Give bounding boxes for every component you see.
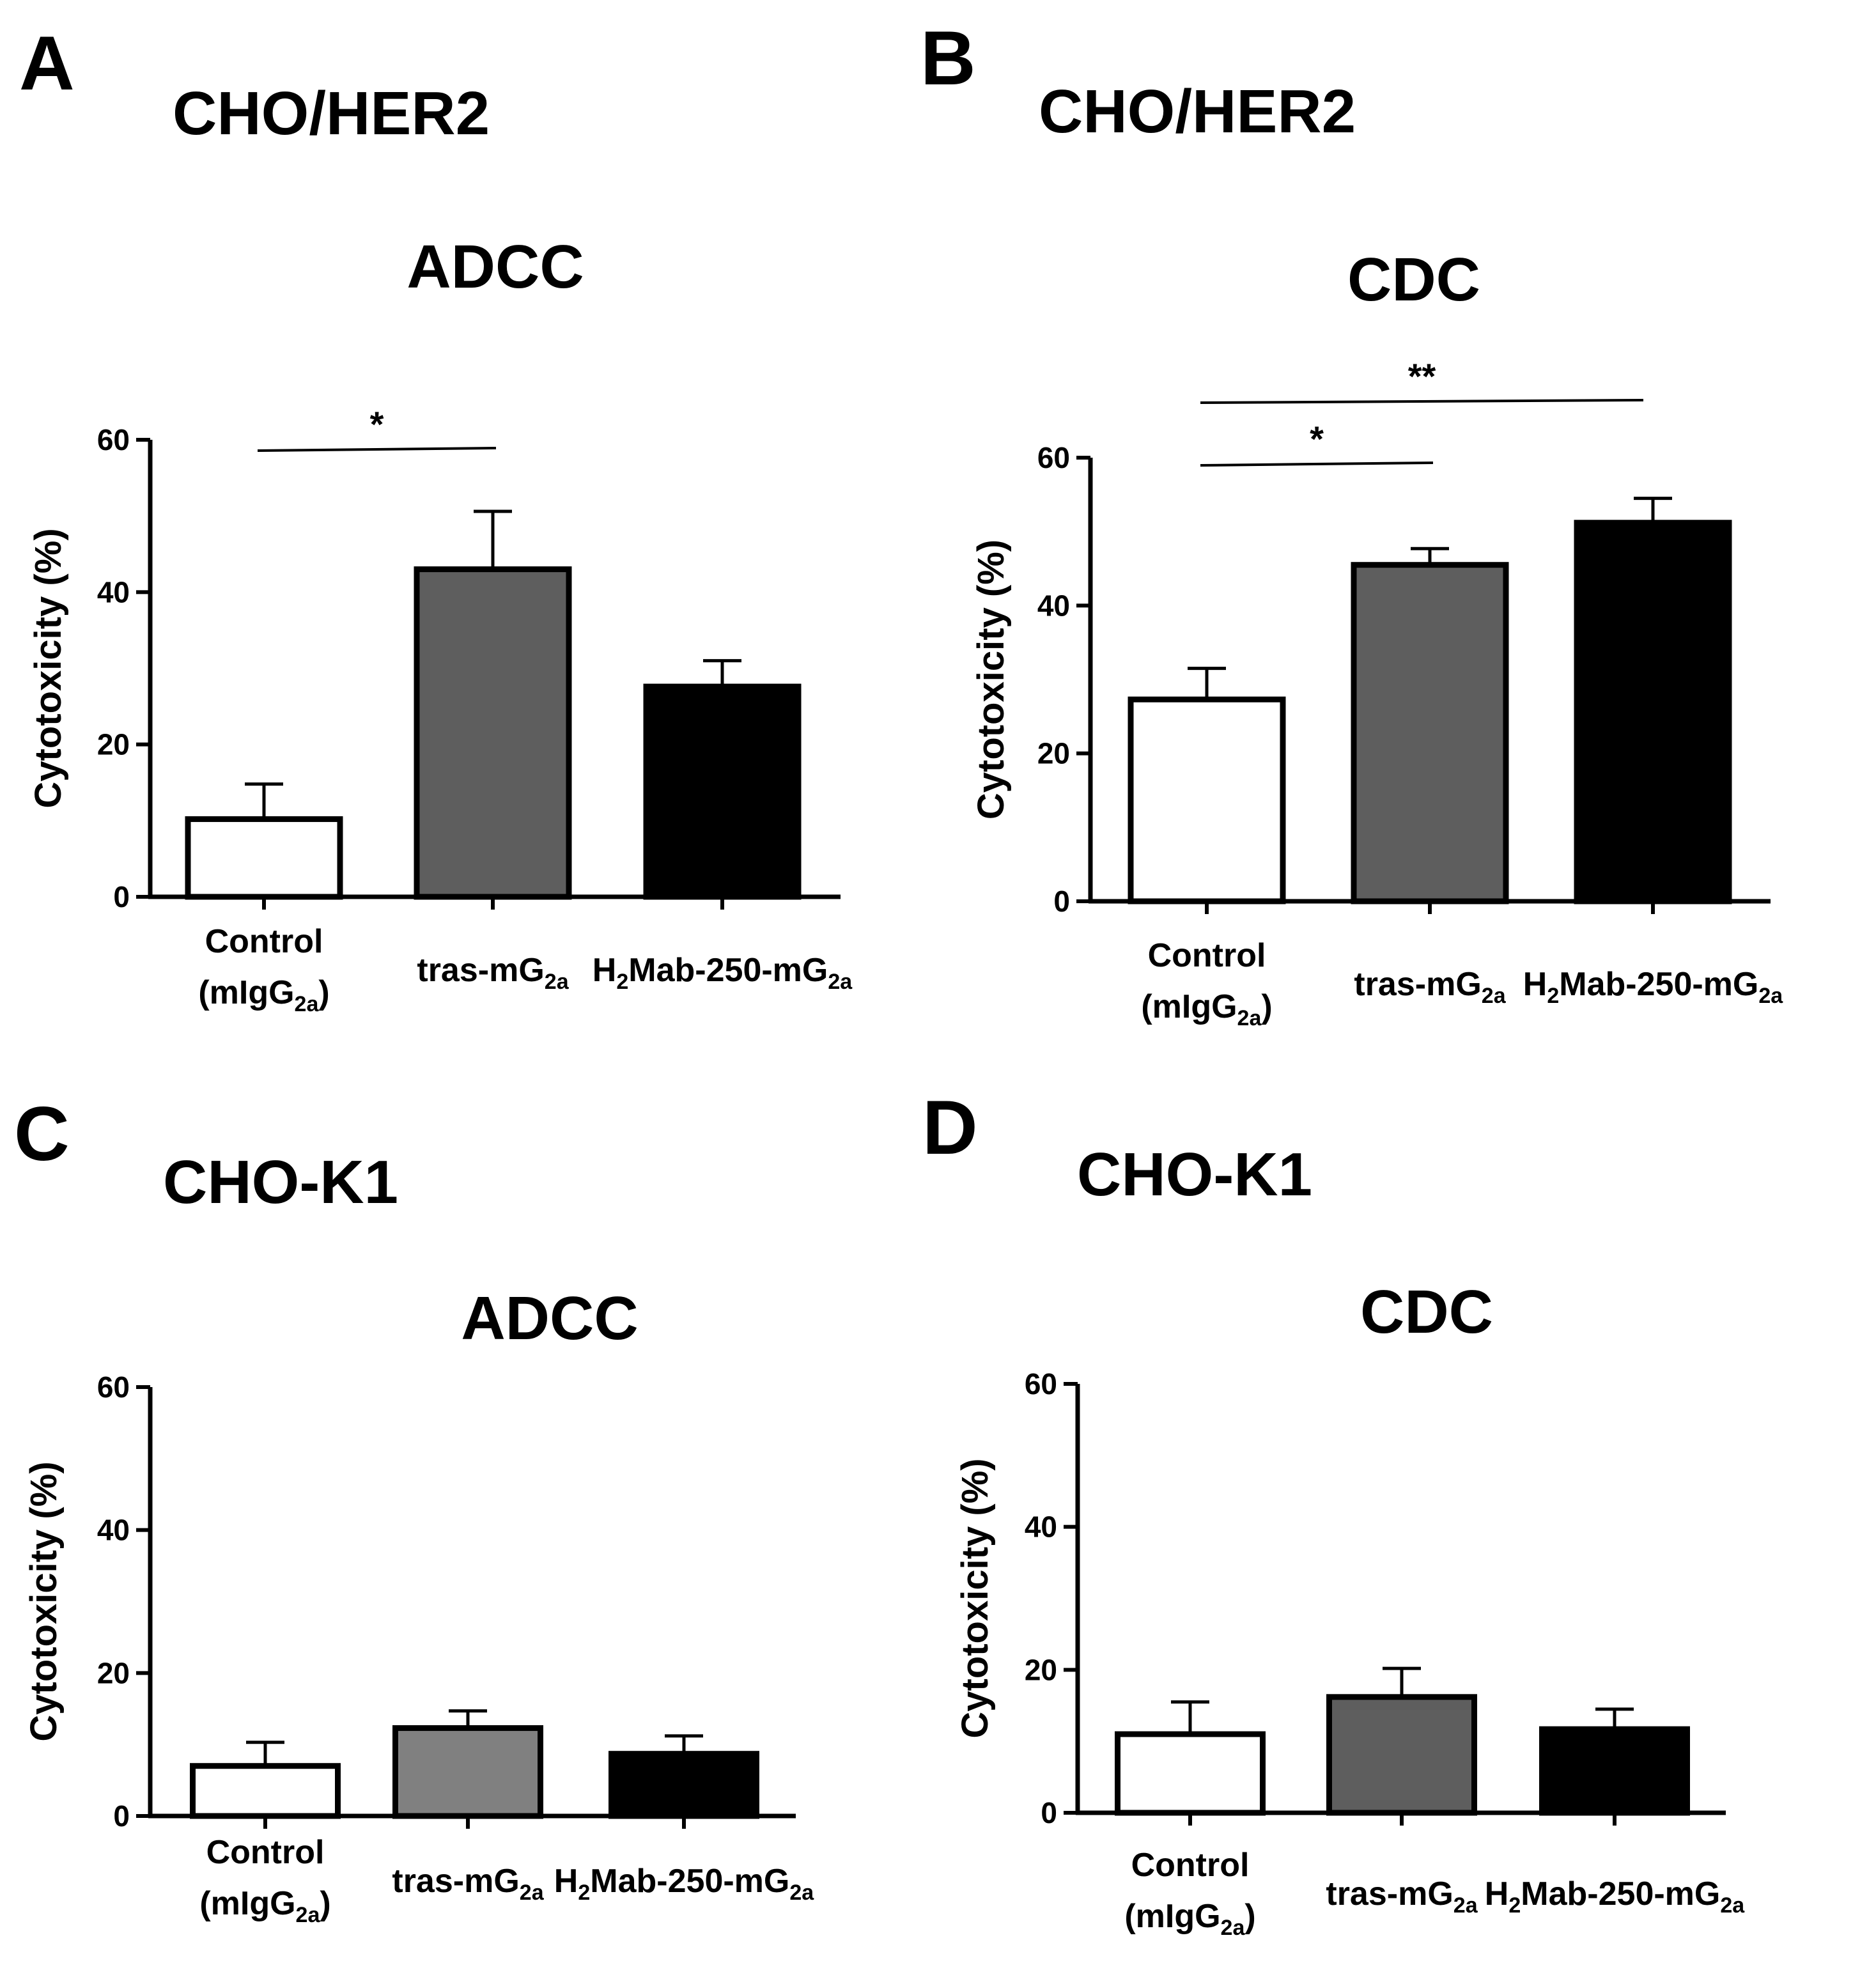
y-tick-label: 60: [1037, 441, 1070, 474]
cell-line-label: CHO/HER2: [173, 79, 490, 148]
x-category-label: Control: [205, 923, 323, 960]
x-category-label: (mIgG2a): [199, 1885, 330, 1927]
bar: [392, 1725, 543, 1819]
y-tick-label: 40: [97, 1514, 130, 1547]
bar: [1326, 1694, 1477, 1816]
panel-letter: C: [14, 1091, 70, 1177]
panel-letter: A: [19, 20, 75, 106]
y-tick-label: 20: [1025, 1653, 1057, 1686]
x-category-label: tras-mG2a: [392, 1863, 544, 1905]
y-axis-label: Cytotoxicity (%): [23, 1461, 65, 1741]
y-tick-label: 20: [97, 1656, 130, 1689]
x-category-label: tras-mG2a: [1326, 1875, 1478, 1918]
chart-title: CDC: [1347, 245, 1480, 314]
panel-letter: B: [920, 15, 976, 101]
bar: [414, 566, 572, 900]
x-category-label: tras-mG2a: [1354, 966, 1506, 1008]
x-category-label: (mIgG2a): [1141, 988, 1272, 1030]
bar: [1128, 696, 1286, 904]
bar: [190, 1763, 341, 1819]
y-axis-label: Cytotoxicity (%): [27, 528, 69, 808]
x-category-label: Control: [1148, 937, 1266, 974]
y-tick-label: 0: [113, 880, 130, 913]
y-tick-label: 40: [1025, 1510, 1057, 1544]
significance-marker: **: [1408, 356, 1436, 396]
y-tick-label: 60: [97, 423, 130, 456]
chart-panel-b: B CHO/HER2 CDC 0 20 40 60 Cytotoxicity (%) Contr…: [920, 15, 1783, 1030]
x-category-label: Control: [206, 1834, 325, 1871]
x-category-label: H2Mab-250-mG2a: [1485, 1875, 1745, 1918]
chart-title: ADCC: [461, 1284, 638, 1353]
y-tick-label: 20: [97, 728, 130, 761]
significance-marker: *: [1310, 419, 1324, 459]
cell-line-label: CHO/HER2: [1039, 77, 1356, 146]
significance-marker: *: [370, 404, 384, 444]
significance-line: [1200, 399, 1644, 404]
y-tick-label: 0: [1041, 1796, 1057, 1829]
y-tick-label: 40: [97, 575, 130, 609]
y-tick-label: 60: [1025, 1367, 1057, 1400]
bar: [609, 1751, 759, 1819]
chart-panel-a: A CHO/HER2 ADCC 0 20 40 60 Cytotoxicity (%) Cont…: [19, 20, 853, 1016]
y-tick-label: 60: [97, 1370, 130, 1404]
x-category-label: Control: [1131, 1847, 1250, 1884]
y-axis-label: Cytotoxicity (%): [970, 539, 1012, 819]
chart-title: ADCC: [407, 233, 584, 301]
significance-line: [1200, 462, 1434, 467]
chart-title: CDC: [1360, 1278, 1493, 1346]
x-category-label: H2Mab-250-mG2a: [1523, 966, 1783, 1008]
x-category-label: (mIgG2a): [1124, 1898, 1255, 1940]
chart-panel-c: C CHO-K1 ADCC 0 20 40 60 Cytotoxicity (%) Contro…: [14, 1091, 814, 1927]
x-category-label: (mIgG2a): [198, 974, 329, 1016]
y-tick-label: 0: [113, 1799, 130, 1833]
x-category-label: tras-mG2a: [417, 952, 569, 994]
bar: [1574, 520, 1732, 904]
bar: [1115, 1731, 1266, 1816]
panel-letter: D: [922, 1085, 978, 1170]
cell-line-label: CHO-K1: [163, 1148, 398, 1216]
significance-line: [257, 447, 497, 452]
bar: [1539, 1726, 1690, 1816]
bar: [185, 816, 343, 900]
cell-line-label: CHO-K1: [1077, 1140, 1312, 1209]
bar: [1351, 562, 1509, 904]
x-category-label: H2Mab-250-mG2a: [593, 952, 853, 994]
y-axis-label: Cytotoxicity (%): [954, 1458, 996, 1738]
y-tick-label: 20: [1037, 737, 1070, 770]
y-tick-label: 40: [1037, 589, 1070, 622]
y-tick-label: 0: [1053, 885, 1070, 918]
x-category-label: H2Mab-250-mG2a: [554, 1863, 814, 1905]
bar: [643, 683, 802, 900]
chart-panel-d: D CHO-K1 CDC 0 20 40 60 Cytotoxicity (%) Control…: [922, 1085, 1745, 1940]
